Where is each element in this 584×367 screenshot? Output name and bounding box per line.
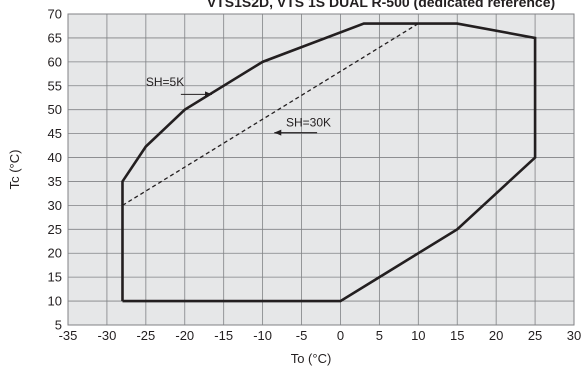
annotation: SH=30K bbox=[274, 115, 331, 136]
plot-frame bbox=[67, 13, 575, 326]
tick-labels: -35 -30 -25 -20 -15 -10 -5 0 5 10 15 20 25 30 5 10 15 20 2… bbox=[48, 7, 582, 344]
x-tick-label: 20 bbox=[489, 328, 503, 343]
annotation-arrowhead bbox=[205, 91, 213, 98]
y-tick-label: 60 bbox=[48, 54, 62, 69]
x-tick-label: -35 bbox=[59, 328, 78, 343]
x-tick-label: -15 bbox=[214, 328, 233, 343]
x-axis-title: To (°C) bbox=[291, 351, 332, 366]
y-tick-label: 55 bbox=[48, 78, 62, 93]
x-tick-label: -20 bbox=[175, 328, 194, 343]
y-axis-title: Tc (°C) bbox=[7, 150, 22, 190]
y-tick-label: 30 bbox=[48, 198, 62, 213]
annotation-label: SH=30K bbox=[286, 115, 331, 129]
y-tick-label: 50 bbox=[48, 102, 62, 117]
grid bbox=[67, 13, 575, 326]
y-tick-label: 70 bbox=[48, 7, 62, 22]
annotation-layer: SH=5K SH=30K bbox=[146, 75, 331, 136]
x-tick-label: 30 bbox=[567, 328, 581, 343]
x-tick-label: -10 bbox=[253, 328, 272, 343]
x-tick-label: 0 bbox=[337, 328, 344, 343]
series-line-sh30k bbox=[122, 23, 419, 206]
annotation: SH=5K bbox=[146, 75, 213, 98]
y-tick-label: 65 bbox=[48, 30, 62, 45]
series-line-sh5k bbox=[121, 22, 537, 303]
y-tick-label: 25 bbox=[48, 222, 62, 237]
series-layer bbox=[121, 22, 537, 303]
y-tick-label: 15 bbox=[48, 270, 62, 285]
y-tick-label: 20 bbox=[48, 246, 62, 261]
y-tick-label: 10 bbox=[48, 294, 62, 309]
annotation-label: SH=5K bbox=[146, 75, 184, 89]
y-tick-label: 35 bbox=[48, 174, 62, 189]
x-tick-label: 15 bbox=[450, 328, 464, 343]
x-tick-label: -5 bbox=[296, 328, 308, 343]
x-tick-label: -25 bbox=[136, 328, 155, 343]
x-tick-label: 5 bbox=[376, 328, 383, 343]
chart-title: VTS1S2D, VTS 1S DUAL R-500 (dedicated re… bbox=[207, 0, 555, 10]
annotation-arrowhead bbox=[274, 129, 282, 136]
y-tick-label: 45 bbox=[48, 126, 62, 141]
y-tick-label: 5 bbox=[55, 318, 62, 333]
x-tick-label: -30 bbox=[98, 328, 117, 343]
x-tick-label: 25 bbox=[528, 328, 542, 343]
plot-area bbox=[68, 14, 574, 325]
x-tick-label: 10 bbox=[411, 328, 425, 343]
y-tick-label: 40 bbox=[48, 150, 62, 165]
